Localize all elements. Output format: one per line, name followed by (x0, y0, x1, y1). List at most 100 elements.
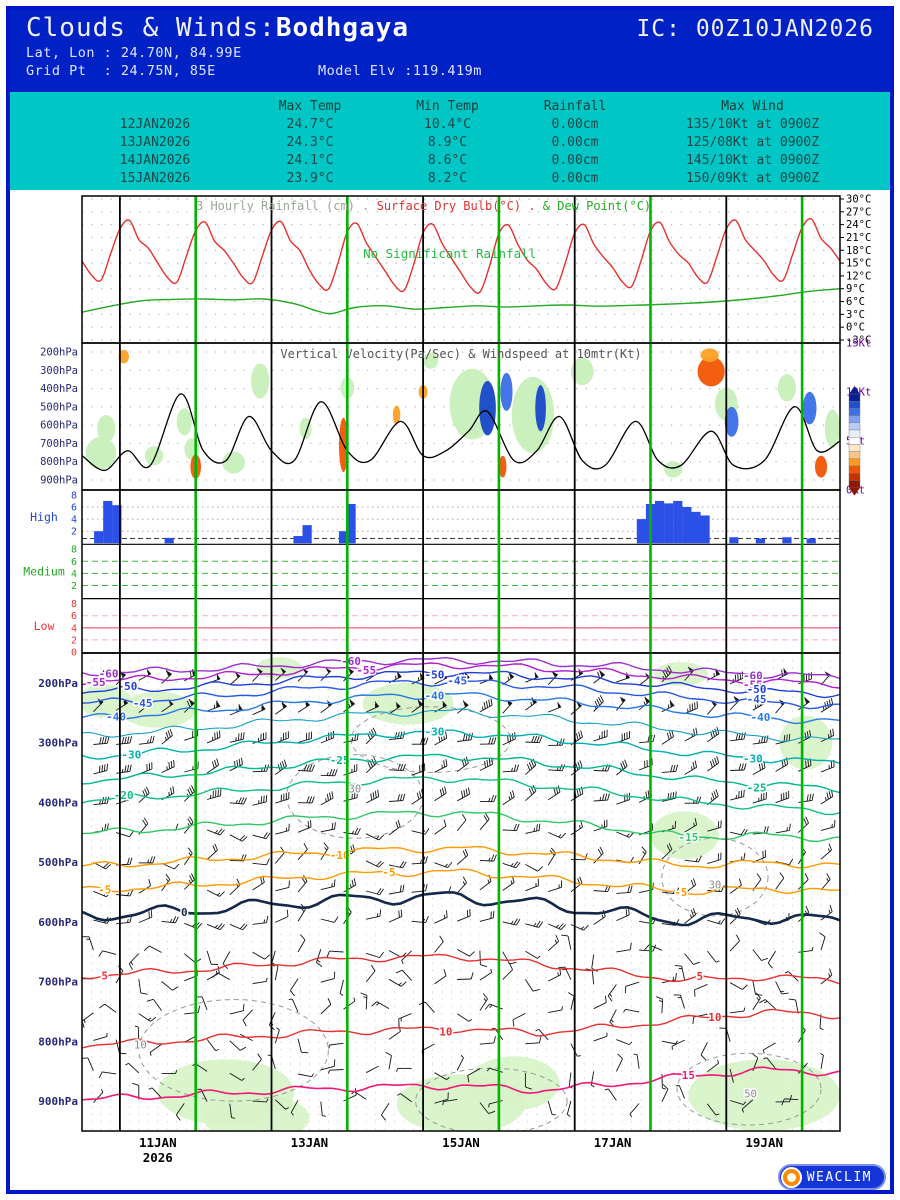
barb-half-feather (420, 859, 422, 864)
barb-shaft (366, 833, 379, 841)
barb-feather (698, 855, 702, 863)
barb-feather (783, 792, 785, 800)
barb-half-feather (552, 1114, 556, 1116)
wind-barb (707, 726, 720, 743)
wind-barb (456, 876, 467, 894)
barb-feather (601, 731, 603, 739)
init-condition-label: IC: 00Z10JAN2026 (636, 16, 874, 42)
wind-barb (759, 999, 776, 1010)
grid-pt-label: Grid Pt : 24.75N, 85E (26, 63, 216, 79)
barb-feather (652, 882, 654, 890)
barb-half-feather (490, 968, 493, 973)
barb-feather (242, 1019, 247, 1027)
wind-barb (684, 760, 698, 775)
wind-barb (366, 887, 384, 896)
barb-shaft (797, 822, 809, 833)
wind-barb (138, 735, 155, 745)
barb-feather (126, 764, 130, 772)
barb-feather (101, 736, 105, 744)
wind-barb (206, 828, 225, 836)
wind-barb (479, 794, 497, 803)
wind-barb (729, 1100, 746, 1106)
barb-half-feather (780, 990, 785, 993)
rh-label: 10 (134, 1039, 147, 1051)
barb-feather (561, 880, 563, 888)
barb-feather (760, 793, 762, 801)
barb-shaft (456, 1013, 470, 1022)
wind-barb (320, 791, 334, 806)
barb-feather (526, 763, 531, 771)
wind-barb (456, 848, 469, 865)
barb-feather (443, 819, 447, 827)
rh-contour (138, 999, 329, 1102)
panel-surface-series (82, 218, 840, 315)
barb-pennant (442, 672, 447, 680)
barb-feather (142, 819, 147, 826)
vv-blob (570, 357, 594, 386)
wind-barb (115, 830, 134, 838)
wind-barb (434, 910, 448, 924)
cloud-bar (346, 503, 356, 544)
barb-shaft (547, 1100, 553, 1115)
contour-label: -10 (330, 849, 350, 862)
barb-feather (333, 1059, 336, 1067)
barb-shaft (149, 945, 162, 953)
wind-barb (143, 945, 162, 953)
pressure-tick: 800hPa (40, 456, 78, 468)
forecast-table-header: Max Temp Min Temp Rainfall Max Wind (70, 97, 890, 115)
barb-pennant (442, 700, 447, 707)
barb-shaft (206, 795, 221, 800)
barb-feather (286, 909, 289, 917)
barb-feather (467, 1075, 470, 1083)
barb-feather (98, 950, 103, 957)
barb-shaft (625, 981, 640, 987)
barb-shaft (502, 951, 511, 965)
barb-shaft (729, 982, 743, 990)
barb-feather (148, 911, 150, 919)
barb-feather (788, 791, 790, 798)
barb-pennant (804, 697, 810, 704)
barb-feather (402, 884, 405, 892)
barb-feather (447, 1092, 449, 1100)
barb-shaft (775, 877, 785, 890)
barb-half-feather (166, 766, 168, 771)
barb-feather (236, 759, 239, 767)
barb-half-feather (561, 1006, 563, 1010)
barb-half-feather (350, 884, 352, 888)
vv-blob (251, 363, 270, 399)
barb-shaft (636, 1054, 640, 1069)
wind-barb (502, 764, 519, 773)
colorbar-segment (848, 408, 861, 416)
wind-barb (252, 977, 268, 985)
barb-half-feather (83, 1019, 86, 1024)
barb-feather (714, 757, 718, 765)
wind-barb (456, 1013, 473, 1022)
wind-barb (397, 1093, 412, 1103)
barb-feather (354, 827, 359, 835)
barb-feather (443, 969, 447, 976)
barb-shaft (570, 793, 584, 802)
barb-half-feather (715, 1113, 720, 1116)
vv-blob (423, 352, 439, 369)
barb-shaft (729, 940, 740, 952)
barb-feather (536, 824, 538, 832)
lat-lon-label: Lat, Lon : 24.70N, 84.99E (26, 45, 242, 61)
wind-barb (797, 816, 809, 833)
barb-half-feather (214, 830, 218, 834)
wind-barb (161, 669, 172, 684)
barb-shaft (763, 1042, 776, 1051)
wind-barb (343, 906, 352, 925)
barb-shaft (525, 950, 538, 959)
barb-shaft (616, 914, 630, 922)
barb-feather (399, 763, 404, 771)
barb-feather (579, 760, 583, 768)
barb-shaft (297, 826, 312, 833)
barb-shaft (138, 703, 150, 713)
barb-feather (214, 843, 218, 851)
wind-barb (707, 918, 726, 925)
barb-half-feather (672, 825, 674, 829)
cloud-bar (691, 511, 701, 544)
wind-barb (98, 950, 117, 957)
barb-feather (575, 733, 579, 741)
wind-barb (570, 924, 589, 931)
